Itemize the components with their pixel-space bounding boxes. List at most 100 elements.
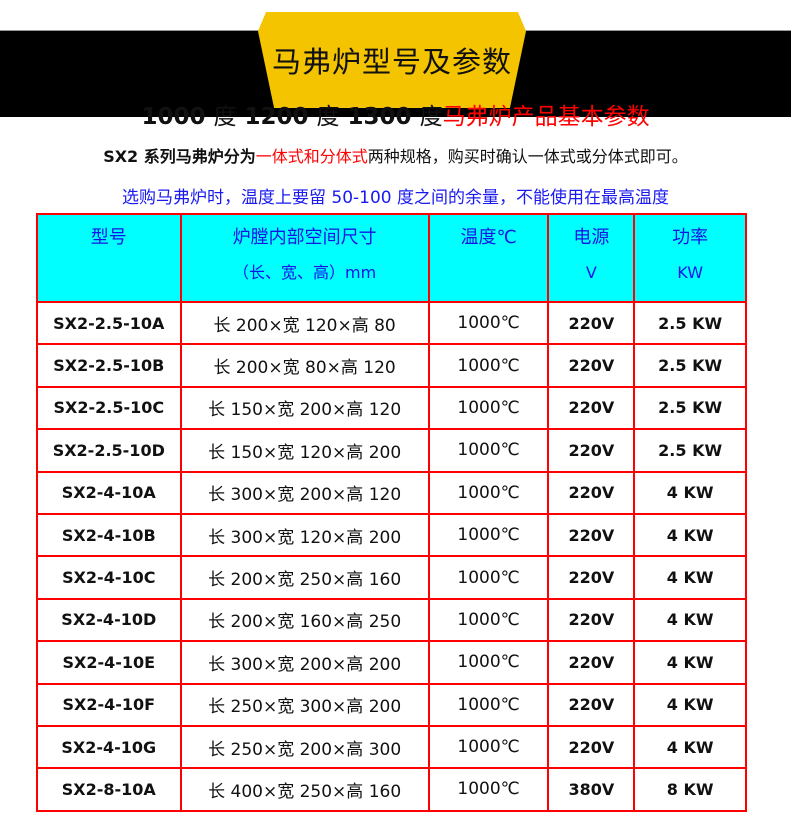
- header-unit: KW: [677, 263, 704, 282]
- banner-title: 马弗炉型号及参数: [258, 12, 526, 108]
- model-cell: SX2-2.5-10B: [36, 343, 182, 388]
- dimensions-cell: 长 200×宽 80×高 120: [179, 343, 430, 388]
- voltage-cell: 220V: [547, 682, 636, 727]
- dimensions-cell: 长 200×宽 160×高 250: [179, 597, 430, 643]
- headline-part: 1300: [347, 104, 412, 130]
- voltage-cell: 220V: [547, 724, 636, 770]
- header-label: 炉膛内部空间尺寸: [232, 227, 377, 248]
- header-label: 功率: [672, 227, 709, 248]
- dimensions-cell: 长 300×宽 120×高 200: [179, 512, 430, 558]
- voltage-cell: 380V: [547, 767, 636, 812]
- power-cell: 4 KW: [633, 640, 747, 685]
- voltage-cell: 220V: [547, 428, 636, 473]
- dimensions-cell: 长 150×宽 200×高 120: [179, 385, 430, 431]
- model-cell: SX2-2.5-10C: [36, 385, 182, 431]
- model-cell: SX2-4-10C: [36, 555, 182, 600]
- header-unit: [38, 255, 180, 295]
- temperature-cell: 1000℃: [427, 597, 550, 643]
- note-1: SX2 系列马弗炉分为一体式和分体式两种规格，购买时确认一体式或分体式即可。: [0, 143, 791, 167]
- column-header: 功率 KW: [633, 213, 747, 303]
- header-unit: （长、宽、高）mm: [233, 263, 377, 282]
- temperature-cell: 1000℃: [427, 640, 550, 685]
- voltage-cell: 220V: [547, 597, 636, 643]
- table-row: SX2-2.5-10C 长 150×宽 200×高 120 1000℃ 220V 2.5…: [36, 385, 747, 431]
- temperature-cell: 1000℃: [427, 555, 550, 600]
- temperature-cell: 1000℃: [427, 343, 550, 388]
- dimensions-cell: 长 400×宽 250×高 160: [179, 767, 430, 812]
- table-row: SX2-8-10A 长 400×宽 250×高 160 1000℃ 380V 8 KW: [36, 767, 747, 812]
- temperature-cell: 1000℃: [427, 428, 550, 473]
- table-row: SX2-4-10D 长 200×宽 160×高 250 1000℃ 220V 4 KW: [36, 597, 747, 643]
- dimensions-cell: 长 250×宽 200×高 300: [179, 724, 430, 770]
- header-label: 型号: [90, 227, 127, 248]
- model-cell: SX2-4-10G: [36, 724, 182, 770]
- model-cell: SX2-4-10B: [36, 512, 182, 558]
- note-suffix: 两种规格，购买时确认一体式或分体式即可。: [367, 147, 688, 166]
- power-cell: 4 KW: [633, 512, 747, 558]
- voltage-cell: 220V: [547, 300, 636, 346]
- headline-part: 度: [316, 104, 340, 130]
- power-cell: 4 KW: [633, 724, 747, 770]
- header-unit: V: [585, 263, 597, 282]
- column-header: 温度℃: [427, 213, 550, 303]
- temperature-cell: 1000℃: [427, 300, 550, 346]
- header-label: 电源: [573, 227, 610, 248]
- column-header: 型号: [36, 213, 182, 303]
- headline-part: 度: [419, 104, 443, 130]
- power-cell: 2.5 KW: [633, 385, 747, 431]
- power-cell: 4 KW: [633, 682, 747, 727]
- model-cell: SX2-4-10A: [36, 470, 182, 515]
- dimensions-cell: 长 200×宽 250×高 160: [179, 555, 430, 600]
- temperature-cell: 1000℃: [427, 512, 550, 558]
- temperature-cell: 1000℃: [427, 470, 550, 515]
- dimensions-cell: 长 300×宽 200×高 200: [179, 640, 430, 685]
- model-cell: SX2-4-10F: [36, 682, 182, 727]
- power-cell: 2.5 KW: [633, 300, 747, 346]
- column-header: 电源 V: [547, 213, 636, 303]
- power-cell: 4 KW: [633, 555, 747, 600]
- note-prefix: SX2 系列马弗炉分为: [103, 147, 256, 166]
- table-row: SX2-4-10B 长 300×宽 120×高 200 1000℃ 220V 4 KW: [36, 512, 747, 558]
- model-cell: SX2-4-10D: [36, 597, 182, 643]
- dimensions-cell: 长 250×宽 300×高 200: [179, 682, 430, 727]
- table-row: SX2-2.5-10A 长 200×宽 120×高 80 1000℃ 220V 2.5 …: [36, 300, 747, 346]
- model-cell: SX2-2.5-10A: [36, 300, 182, 346]
- voltage-cell: 220V: [547, 343, 636, 388]
- voltage-cell: 220V: [547, 555, 636, 600]
- voltage-cell: 220V: [547, 512, 636, 558]
- power-cell: 2.5 KW: [633, 343, 747, 388]
- power-cell: 2.5 KW: [633, 428, 747, 473]
- model-cell: SX2-2.5-10D: [36, 428, 182, 473]
- note-red: 一体式和分体式: [255, 147, 368, 166]
- power-cell: 8 KW: [633, 767, 747, 812]
- note-2: 选购马弗炉时，温度上要留 50-100 度之间的余量，不能使用在最高温度: [121, 188, 670, 208]
- power-cell: 4 KW: [633, 597, 747, 643]
- header-unit: [430, 255, 548, 295]
- table-row: SX2-2.5-10B 长 200×宽 80×高 120 1000℃ 220V 2.5 …: [36, 343, 747, 388]
- headline-red: 马弗炉产品基本参数: [442, 104, 650, 130]
- table-row: SX2-4-10A 长 300×宽 200×高 120 1000℃ 220V 4 KW: [36, 470, 747, 515]
- temperature-cell: 1000℃: [427, 724, 550, 770]
- voltage-cell: 220V: [547, 385, 636, 431]
- table-row: SX2-2.5-10D 长 150×宽 120×高 200 1000℃ 220V 2.5…: [36, 428, 747, 473]
- dimensions-cell: 长 200×宽 120×高 80: [179, 300, 430, 346]
- temperature-cell: 1000℃: [427, 682, 550, 727]
- dimensions-cell: 长 150×宽 120×高 200: [179, 428, 430, 473]
- column-header: 炉膛内部空间尺寸 （长、宽、高）mm: [179, 213, 430, 303]
- temperature-cell: 1000℃: [427, 767, 550, 812]
- headline-part: 1200: [244, 104, 309, 130]
- model-cell: SX2-4-10E: [36, 640, 182, 685]
- table-row: SX2-4-10F 长 250×宽 300×高 200 1000℃ 220V 4 KW: [36, 682, 747, 727]
- headline: 1000 度 1200 度 1300 度马弗炉产品基本参数: [0, 97, 791, 131]
- table-row: SX2-4-10G 长 250×宽 200×高 300 1000℃ 220V 4 KW: [36, 724, 747, 770]
- header-label: 温度℃: [460, 227, 517, 248]
- voltage-cell: 220V: [547, 640, 636, 685]
- temperature-cell: 1000℃: [427, 385, 550, 431]
- table-row: SX2-4-10E 长 300×宽 200×高 200 1000℃ 220V 4 KW: [36, 640, 747, 685]
- model-cell: SX2-8-10A: [36, 767, 182, 812]
- table-row: SX2-4-10C 长 200×宽 250×高 160 1000℃ 220V 4 KW: [36, 555, 747, 600]
- headline-part: 度: [213, 104, 237, 130]
- voltage-cell: 220V: [547, 470, 636, 515]
- dimensions-cell: 长 300×宽 200×高 120: [179, 470, 430, 515]
- spec-table: 型号 炉膛内部空间尺寸 （长、宽、高）mm 温度℃ 电源 V 功率 KW SX2-2.5-10…: [36, 213, 747, 812]
